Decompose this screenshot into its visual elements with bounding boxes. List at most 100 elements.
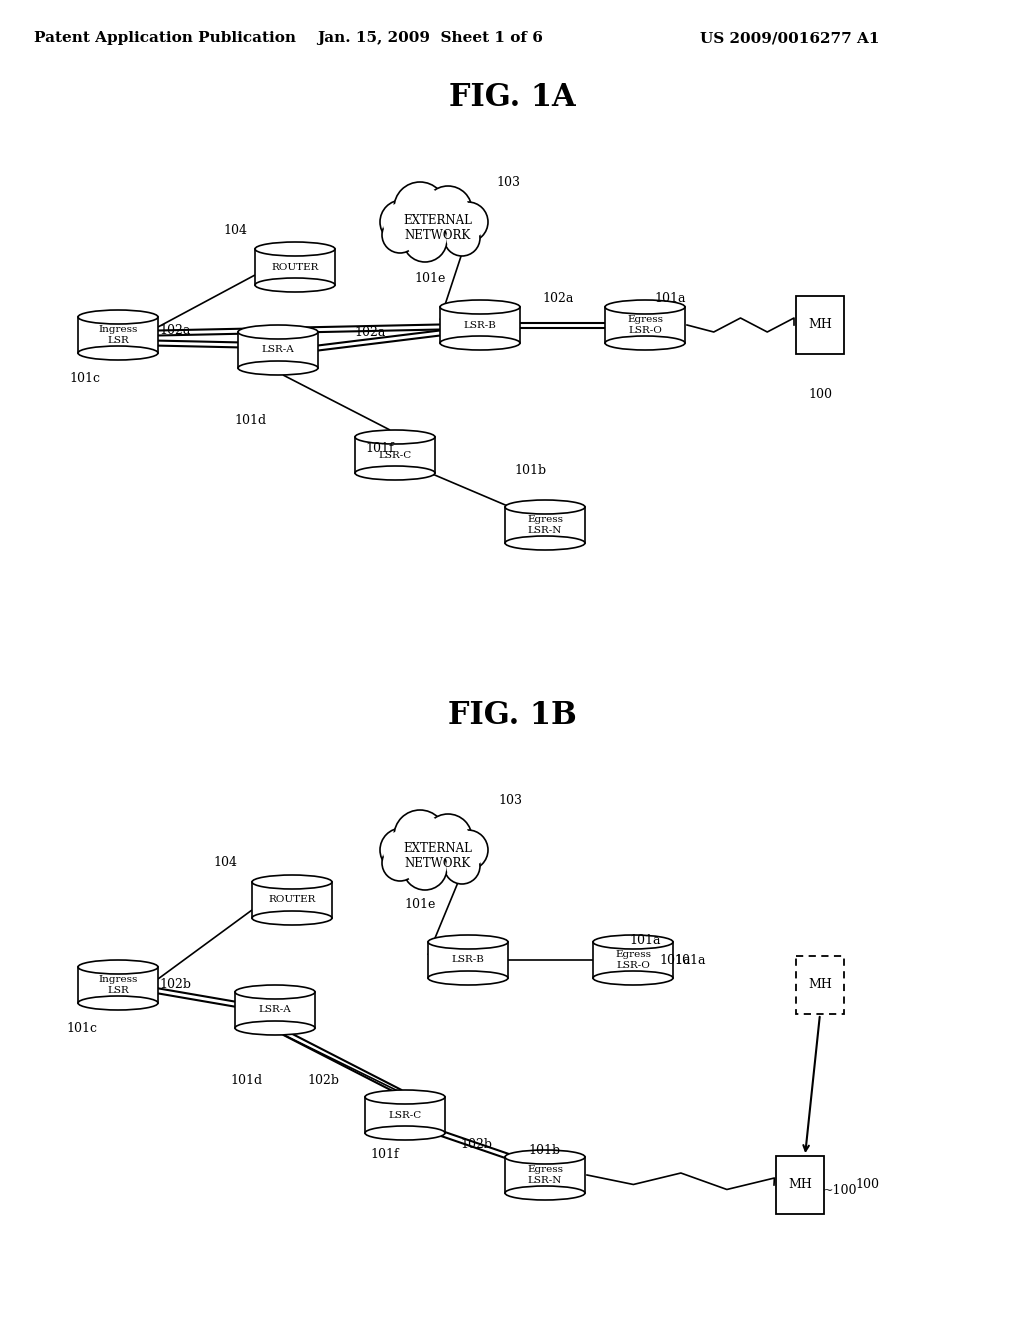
Text: 101f: 101f [366, 441, 394, 454]
Text: FIG. 1B: FIG. 1B [447, 700, 577, 730]
Text: 101c: 101c [67, 1022, 97, 1035]
Ellipse shape [238, 325, 318, 339]
Text: 101a: 101a [659, 953, 691, 966]
Bar [252, 882, 332, 917]
Text: LSR-B: LSR-B [452, 956, 484, 965]
Circle shape [383, 203, 421, 242]
Bar [796, 956, 844, 1014]
Ellipse shape [252, 911, 332, 925]
Text: Egress
LSR-N: Egress LSR-N [527, 1166, 563, 1185]
Circle shape [380, 201, 424, 244]
Circle shape [446, 222, 478, 253]
Ellipse shape [505, 1150, 585, 1164]
Text: 101c: 101c [70, 371, 100, 384]
Text: 101d: 101d [231, 1073, 263, 1086]
Text: Ingress
LSR: Ingress LSR [98, 325, 137, 345]
Ellipse shape [428, 972, 508, 985]
Bar [605, 308, 685, 343]
Bar [355, 437, 435, 473]
Circle shape [394, 810, 446, 862]
Circle shape [406, 849, 444, 887]
Text: LSR-C: LSR-C [379, 450, 412, 459]
Circle shape [451, 205, 485, 240]
Text: 101a: 101a [630, 933, 660, 946]
Ellipse shape [365, 1090, 445, 1104]
Circle shape [383, 830, 421, 870]
Text: 101a: 101a [674, 953, 706, 966]
Ellipse shape [234, 985, 315, 999]
Bar [365, 1097, 445, 1133]
Text: 104: 104 [213, 855, 237, 869]
Circle shape [427, 189, 469, 231]
Circle shape [403, 218, 447, 261]
Bar [238, 333, 318, 368]
Text: LSR-C: LSR-C [388, 1110, 422, 1119]
Ellipse shape [593, 972, 673, 985]
Text: MH: MH [808, 978, 831, 991]
Ellipse shape [605, 300, 685, 314]
Ellipse shape [505, 536, 585, 550]
Ellipse shape [605, 337, 685, 350]
Ellipse shape [252, 875, 332, 888]
Bar [505, 507, 585, 543]
Ellipse shape [78, 960, 158, 974]
Circle shape [397, 185, 442, 231]
Ellipse shape [355, 430, 435, 444]
Bar [593, 942, 673, 978]
Ellipse shape [238, 360, 318, 375]
Circle shape [446, 850, 478, 882]
Text: 101e: 101e [415, 272, 445, 285]
Text: 101f: 101f [371, 1148, 399, 1162]
Text: 103: 103 [498, 793, 522, 807]
Ellipse shape [255, 242, 335, 256]
Text: 102b: 102b [460, 1138, 492, 1151]
Bar [78, 317, 158, 352]
Bar [428, 942, 508, 978]
Circle shape [397, 813, 442, 859]
Text: LSR-A: LSR-A [261, 346, 294, 355]
Circle shape [449, 830, 488, 870]
Text: 101a: 101a [654, 292, 686, 305]
Circle shape [449, 202, 488, 242]
Bar [78, 968, 158, 1003]
Text: 101b: 101b [514, 463, 546, 477]
Circle shape [444, 220, 480, 256]
Circle shape [403, 846, 447, 890]
Text: Ingress
LSR: Ingress LSR [98, 975, 137, 995]
Text: 101b: 101b [529, 1143, 561, 1156]
Ellipse shape [440, 300, 520, 314]
Ellipse shape [255, 279, 335, 292]
Ellipse shape [505, 500, 585, 513]
Circle shape [451, 833, 485, 867]
Text: Egress
LSR-O: Egress LSR-O [615, 950, 651, 970]
Bar [440, 308, 520, 343]
Circle shape [424, 814, 472, 862]
Text: Egress
LSR-O: Egress LSR-O [627, 315, 663, 335]
Text: 102b: 102b [159, 978, 191, 991]
Ellipse shape [365, 1126, 445, 1140]
Text: 102a: 102a [543, 292, 573, 305]
Text: 102a: 102a [354, 326, 386, 338]
Circle shape [382, 216, 418, 253]
Text: 102a: 102a [160, 323, 190, 337]
Text: US 2009/0016277 A1: US 2009/0016277 A1 [700, 30, 880, 45]
Text: MH: MH [788, 1179, 812, 1192]
Circle shape [380, 828, 424, 873]
Ellipse shape [440, 337, 520, 350]
Text: ~100: ~100 [822, 1184, 857, 1196]
Text: FIG. 1A: FIG. 1A [449, 82, 575, 114]
Circle shape [427, 817, 469, 859]
Ellipse shape [78, 997, 158, 1010]
Text: 101d: 101d [233, 413, 266, 426]
Ellipse shape [505, 1185, 585, 1200]
Ellipse shape [428, 935, 508, 949]
Circle shape [424, 186, 472, 234]
Ellipse shape [593, 935, 673, 949]
Circle shape [406, 220, 444, 259]
Circle shape [382, 845, 418, 880]
Text: EXTERNAL
NETWORK: EXTERNAL NETWORK [403, 214, 472, 242]
Circle shape [394, 182, 446, 234]
Text: 100: 100 [855, 1179, 879, 1192]
Text: LSR-A: LSR-A [259, 1006, 292, 1015]
Ellipse shape [78, 310, 158, 323]
